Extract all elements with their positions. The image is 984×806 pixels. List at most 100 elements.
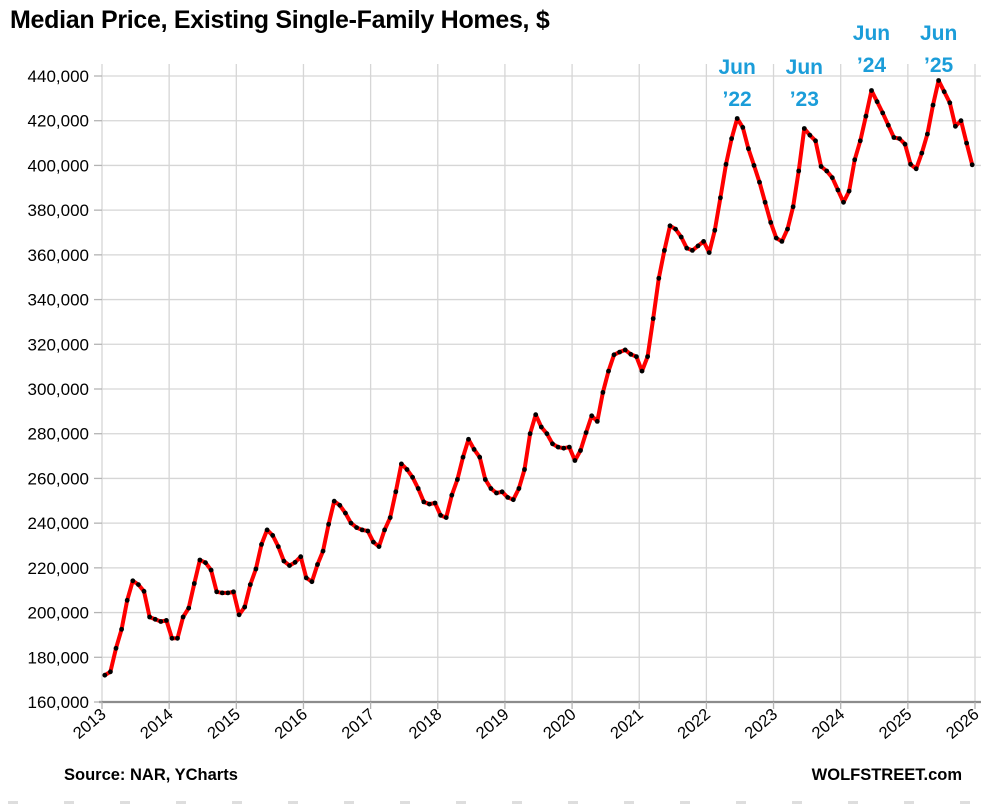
data-point xyxy=(695,243,701,249)
data-point xyxy=(320,548,326,554)
data-point xyxy=(275,544,281,549)
data-point xyxy=(796,168,802,174)
y-axis-label: 360,000 xyxy=(28,246,89,265)
data-point xyxy=(790,204,796,210)
x-axis-label: 2014 xyxy=(137,705,177,742)
data-point xyxy=(925,131,930,137)
data-point xyxy=(628,351,634,357)
data-point xyxy=(969,162,975,168)
y-axis-label: 320,000 xyxy=(28,335,89,354)
data-point xyxy=(270,533,276,538)
data-point xyxy=(857,138,863,144)
data-point xyxy=(762,199,768,205)
chart-footer: Source: NAR, YCharts WOLFSTREET.com xyxy=(0,766,984,792)
data-point xyxy=(964,140,969,146)
data-point xyxy=(678,234,684,240)
data-point xyxy=(622,347,628,353)
data-point xyxy=(415,486,421,491)
data-point xyxy=(119,626,124,632)
data-point xyxy=(701,239,706,244)
data-point xyxy=(281,558,287,564)
data-point xyxy=(835,187,841,193)
data-point xyxy=(706,250,712,256)
data-point xyxy=(309,579,315,585)
data-point xyxy=(684,245,690,251)
data-point xyxy=(617,349,622,355)
data-point xyxy=(488,486,494,491)
x-axis-label: 2025 xyxy=(876,705,916,742)
y-axis-label: 280,000 xyxy=(28,425,89,444)
data-point xyxy=(393,489,399,495)
x-axis-label: 2019 xyxy=(473,705,513,742)
annotation-jun-24: Jun ’24 xyxy=(853,22,890,77)
annotation-text: Jun xyxy=(786,56,823,79)
y-axis-label: 180,000 xyxy=(28,648,89,667)
data-point xyxy=(874,99,880,105)
data-point xyxy=(108,669,113,675)
data-point xyxy=(662,248,667,253)
data-point xyxy=(365,528,371,534)
data-point xyxy=(466,436,471,442)
gridlines xyxy=(101,64,981,703)
annotation-text: Jun xyxy=(853,22,890,45)
data-point xyxy=(113,645,119,651)
y-axis-label: 440,000 xyxy=(28,67,89,86)
data-point xyxy=(169,635,175,641)
data-point xyxy=(191,581,197,586)
data-point xyxy=(550,441,555,447)
data-point xyxy=(404,467,410,472)
data-point xyxy=(460,454,466,460)
data-point xyxy=(600,390,606,395)
data-point xyxy=(611,352,617,358)
data-point xyxy=(337,502,343,508)
data-point xyxy=(583,430,589,435)
annotation-jun-23: Jun ’23 xyxy=(786,56,823,111)
x-axis-label: 2020 xyxy=(540,705,580,742)
data-point xyxy=(247,582,253,587)
data-point xyxy=(667,223,673,229)
data-point xyxy=(326,521,331,527)
x-axis-label: 2016 xyxy=(271,705,311,742)
data-point xyxy=(841,199,846,205)
data-point xyxy=(533,412,539,418)
x-axis-label: 2021 xyxy=(607,705,647,742)
x-axis-label: 2023 xyxy=(741,705,781,742)
annotation-text: ’23 xyxy=(790,88,819,111)
brand-wolfstreet: WOLFSTREET.com xyxy=(811,766,962,784)
data-point xyxy=(348,520,354,526)
data-point xyxy=(908,161,913,167)
data-point xyxy=(371,539,376,545)
data-point xyxy=(175,635,180,641)
data-point xyxy=(236,612,242,618)
y-axis-label: 200,000 xyxy=(28,604,89,623)
y-axis-label: 220,000 xyxy=(28,559,89,578)
data-point xyxy=(913,166,919,172)
data-point xyxy=(785,226,790,232)
data-point xyxy=(746,146,751,152)
data-point xyxy=(729,136,734,142)
annotation-text: ’25 xyxy=(924,54,954,77)
data-point xyxy=(880,110,886,116)
data-point xyxy=(376,544,382,549)
y-axis-label: 240,000 xyxy=(28,514,89,533)
data-point xyxy=(779,239,785,244)
data-point xyxy=(885,122,891,128)
cropped-bottom-row xyxy=(8,801,976,804)
data-point xyxy=(947,100,953,106)
data-point xyxy=(510,497,516,503)
data-point xyxy=(443,515,449,520)
data-point xyxy=(578,448,583,453)
y-axis-label: 400,000 xyxy=(28,156,89,175)
data-point xyxy=(499,489,505,495)
data-point xyxy=(158,619,164,624)
data-point xyxy=(298,554,304,560)
data-point xyxy=(566,444,572,450)
data-point xyxy=(561,445,567,451)
data-point xyxy=(690,248,695,253)
x-axis-label: 2024 xyxy=(809,705,849,742)
data-point xyxy=(432,500,438,506)
annotation-jun-22: Jun ’22 xyxy=(718,56,755,111)
data-point xyxy=(242,604,248,610)
data-point xyxy=(292,559,298,565)
data-point xyxy=(813,138,818,144)
